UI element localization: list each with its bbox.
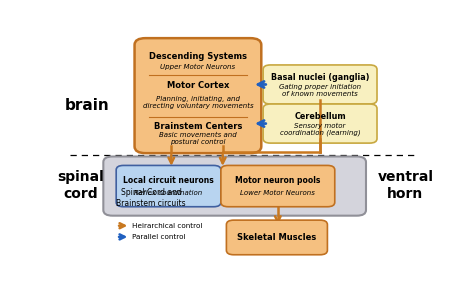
Text: Gating proper initiation
of known movements: Gating proper initiation of known moveme… xyxy=(279,84,361,97)
Text: spinal
cord: spinal cord xyxy=(57,171,104,201)
Text: ventral
horn: ventral horn xyxy=(377,171,433,201)
Text: Local circuit neurons: Local circuit neurons xyxy=(123,176,214,185)
Text: Parallel control: Parallel control xyxy=(132,234,185,240)
Text: Motor Cortex: Motor Cortex xyxy=(167,81,229,90)
Text: Planning, initiating, and
directing voluntary movements: Planning, initiating, and directing volu… xyxy=(143,96,253,109)
Text: Brainstem Centers: Brainstem Centers xyxy=(154,122,242,131)
Text: Basal nuclei (ganglia): Basal nuclei (ganglia) xyxy=(271,73,369,82)
Text: Motor neuron pools: Motor neuron pools xyxy=(235,176,320,185)
Text: Descending Systems: Descending Systems xyxy=(149,52,247,61)
Text: Lower Motor Neurons: Lower Motor Neurons xyxy=(240,190,315,196)
Text: Spinal Cord and
Brainstem circuits: Spinal Cord and Brainstem circuits xyxy=(116,188,186,208)
Text: brain: brain xyxy=(64,98,109,113)
FancyBboxPatch shape xyxy=(263,65,377,104)
Text: Cerebellum: Cerebellum xyxy=(294,113,346,122)
FancyBboxPatch shape xyxy=(221,165,335,207)
FancyBboxPatch shape xyxy=(103,157,366,216)
Text: Skeletal Muscles: Skeletal Muscles xyxy=(237,233,317,242)
FancyBboxPatch shape xyxy=(227,220,328,255)
Text: Reflex coordination: Reflex coordination xyxy=(135,190,203,196)
Text: Heirarchical control: Heirarchical control xyxy=(132,223,202,229)
FancyBboxPatch shape xyxy=(263,104,377,143)
Text: Basic movements and
postural control: Basic movements and postural control xyxy=(159,132,237,145)
FancyBboxPatch shape xyxy=(135,38,261,153)
FancyBboxPatch shape xyxy=(116,165,221,207)
Text: Upper Motor Neurons: Upper Motor Neurons xyxy=(160,64,236,70)
Text: Sensory motor
coordination (learning): Sensory motor coordination (learning) xyxy=(280,123,360,137)
